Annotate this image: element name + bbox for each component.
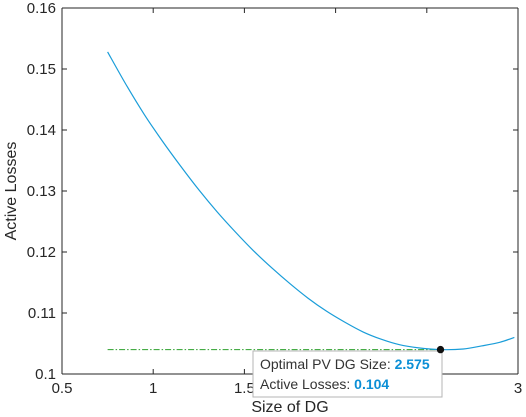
datatip-line-1: Optimal PV DG Size: 2.575 [260,356,430,372]
x-tick-label: 1.5 [234,380,255,397]
y-tick-label: 0.1 [35,366,56,383]
x-tick-label: 3 [514,380,522,397]
datatip-size-label: Optimal PV DG Size: [260,356,395,372]
x-tick-label: 0.5 [52,380,73,397]
datatip-losses-label: Active Losses: [260,376,354,392]
datatip-size-value: 2.575 [395,356,430,372]
y-axis-title: Active Losses [3,142,20,241]
series-layer [107,51,515,351]
datatip-box [252,350,443,398]
datatip-losses-value: 0.104 [354,376,389,392]
x-axis-title: Size of DG [251,399,328,416]
series-line [107,51,515,351]
datatip[interactable]: Optimal PV DG Size: 2.575 Active Losses:… [252,350,443,398]
y-tick-label: 0.14 [27,122,56,139]
plot-area [62,8,518,374]
datatip-line-2: Active Losses: 0.104 [260,376,389,392]
datatip-marker[interactable] [436,345,445,354]
y-tick-label: 0.12 [27,244,56,261]
y-ticks: 0.1 0.11 0.12 0.13 0.14 0.15 0.16 [27,0,518,383]
y-tick-label: 0.13 [27,183,56,200]
y-tick-label: 0.11 [28,305,56,322]
y-tick-label: 0.15 [27,61,56,78]
y-tick-label: 0.16 [27,0,56,17]
x-tick-label: 1 [149,380,157,397]
